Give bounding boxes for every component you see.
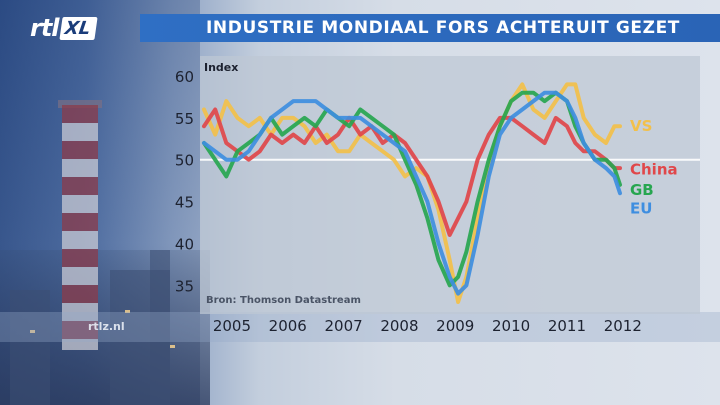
- series-label-eu: EU: [630, 199, 652, 217]
- logo-xl-text: XL: [58, 16, 98, 40]
- series-line-china: [202, 107, 622, 237]
- y-tick-label: 40: [175, 235, 194, 253]
- chimney-cap: [58, 100, 102, 108]
- x-tick-label: 2012: [604, 317, 642, 335]
- logo-rtl-text: rtl: [30, 14, 60, 42]
- x-tick-label: 2008: [380, 317, 418, 335]
- y-tick-label: 60: [175, 68, 194, 86]
- x-tick-label: 2005: [213, 317, 251, 335]
- series-label-china: China: [630, 161, 678, 179]
- y-tick-label: 50: [175, 152, 194, 170]
- chart-title: INDUSTRIE MONDIAAL FORS ACHTERUIT GEZET: [206, 18, 680, 38]
- chimney: [62, 105, 98, 350]
- line-chart: 35 40 45 50 55 60 Index Bron: Thomson Datastrea…: [175, 61, 700, 335]
- x-tick-label: 2011: [548, 317, 586, 335]
- x-tick-label: 2009: [436, 317, 474, 335]
- y-tick-label: 45: [175, 194, 194, 212]
- series-label-vs: VS: [630, 117, 652, 135]
- series-line-eu: [202, 90, 622, 296]
- x-tick-label: 2007: [325, 317, 363, 335]
- factory-silhouette: [0, 250, 210, 405]
- title-bar: INDUSTRIE MONDIAAL FORS ACHTERUIT GEZET: [140, 14, 720, 42]
- y-tick-label: 55: [175, 110, 194, 128]
- rtl-xl-logo: rtl XL: [30, 14, 98, 42]
- source-note: Bron: Thomson Datastream: [206, 295, 361, 306]
- chart-panel: 35 40 45 50 55 60 Index Bron: Thomson Datastrea…: [175, 56, 700, 335]
- series-label-gb: GB: [630, 181, 654, 199]
- x-tick-label: 2010: [492, 317, 530, 335]
- footer-strip: [0, 312, 720, 342]
- y-tick-label: 35: [175, 277, 194, 295]
- rtlz-watermark: rtlz.nl: [88, 320, 125, 333]
- y-axis-label: Index: [204, 61, 238, 74]
- x-tick-label: 2006: [269, 317, 307, 335]
